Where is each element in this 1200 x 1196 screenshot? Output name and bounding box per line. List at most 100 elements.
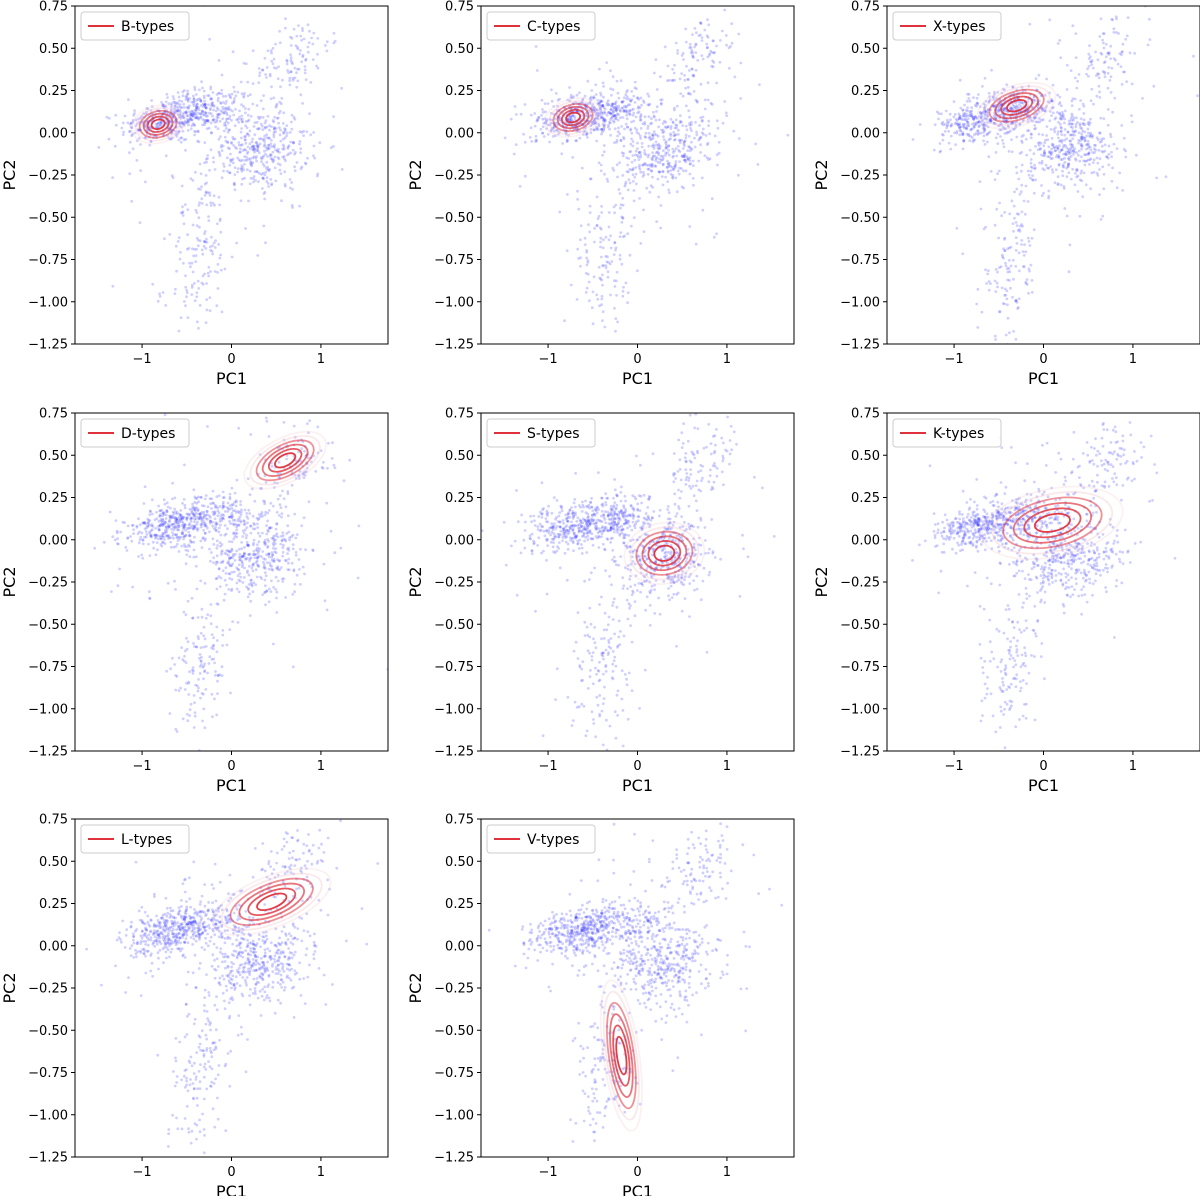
data-point <box>983 127 987 131</box>
data-point <box>213 517 217 521</box>
data-point <box>285 124 289 127</box>
data-point <box>223 505 226 509</box>
data-point <box>284 128 287 131</box>
data-point <box>290 561 294 565</box>
data-point <box>249 162 252 166</box>
data-point <box>186 129 190 132</box>
data-point <box>132 528 136 531</box>
data-point <box>281 551 285 554</box>
data-point <box>575 139 578 143</box>
data-point <box>137 541 141 545</box>
data-point <box>607 211 611 214</box>
data-point <box>545 119 548 123</box>
scatter-points <box>75 6 344 333</box>
data-point <box>194 511 198 515</box>
data-point <box>139 116 143 120</box>
data-point <box>594 113 598 117</box>
data-point <box>197 495 200 499</box>
data-point <box>688 42 692 46</box>
data-point <box>984 100 988 103</box>
data-point <box>184 562 188 566</box>
data-point <box>185 553 189 557</box>
data-point <box>982 109 986 112</box>
data-point <box>156 548 159 552</box>
data-point <box>191 114 195 118</box>
data-point <box>958 123 961 127</box>
data-point <box>190 283 194 287</box>
data-point <box>683 139 687 143</box>
data-point <box>278 168 282 172</box>
data-point <box>600 205 603 208</box>
data-point <box>1029 132 1033 136</box>
data-point <box>262 94 265 97</box>
data-point <box>1064 144 1067 147</box>
data-point <box>190 112 193 116</box>
data-point <box>1046 138 1050 142</box>
data-point <box>224 532 228 536</box>
data-point <box>268 72 272 76</box>
data-point <box>678 139 682 143</box>
data-point <box>618 192 622 195</box>
data-point <box>560 152 564 156</box>
data-point <box>276 568 280 571</box>
data-point <box>191 666 195 669</box>
data-point <box>602 264 605 267</box>
data-point <box>693 136 696 140</box>
data-point <box>666 151 669 155</box>
data-point <box>181 205 184 209</box>
data-point <box>679 119 682 123</box>
data-point <box>223 551 227 555</box>
data-point <box>593 226 596 230</box>
data-point <box>235 535 239 539</box>
data-point <box>194 260 198 263</box>
data-point <box>540 98 544 102</box>
data-point <box>273 542 277 545</box>
data-point <box>654 58 658 61</box>
data-point <box>217 567 221 571</box>
data-point <box>332 115 335 118</box>
data-point <box>1103 72 1107 75</box>
data-point <box>994 290 998 293</box>
data-point <box>1071 145 1075 149</box>
data-point <box>325 608 329 612</box>
data-point <box>232 137 235 141</box>
data-point <box>297 24 300 27</box>
data-point <box>303 65 307 68</box>
data-point <box>277 460 281 464</box>
data-point <box>264 73 267 76</box>
data-point <box>602 85 605 88</box>
data-point <box>1010 138 1013 142</box>
data-point <box>625 170 629 173</box>
data-point <box>251 564 255 567</box>
data-point <box>205 160 209 164</box>
data-point <box>185 121 189 124</box>
data-point <box>191 502 195 506</box>
data-point <box>1075 167 1079 171</box>
data-point <box>541 117 545 121</box>
data-point <box>272 538 276 541</box>
data-point <box>217 494 221 497</box>
data-point <box>263 538 267 542</box>
data-point <box>1039 141 1043 145</box>
data-point <box>202 522 206 526</box>
data-point <box>218 520 222 523</box>
data-point <box>589 113 593 117</box>
data-point <box>169 514 172 518</box>
data-point <box>266 114 270 118</box>
data-point <box>706 35 710 39</box>
data-point <box>998 359 1001 362</box>
data-point <box>758 83 761 86</box>
data-point <box>226 561 230 565</box>
data-point <box>537 116 541 120</box>
data-point <box>173 111 177 115</box>
data-point <box>185 288 189 292</box>
data-point <box>634 149 638 153</box>
data-point <box>591 322 595 326</box>
data-point <box>593 240 596 244</box>
data-point <box>613 306 616 310</box>
data-point <box>622 136 625 139</box>
data-point <box>255 155 258 158</box>
data-point <box>176 539 180 542</box>
data-point <box>135 524 139 528</box>
data-point <box>280 512 284 515</box>
